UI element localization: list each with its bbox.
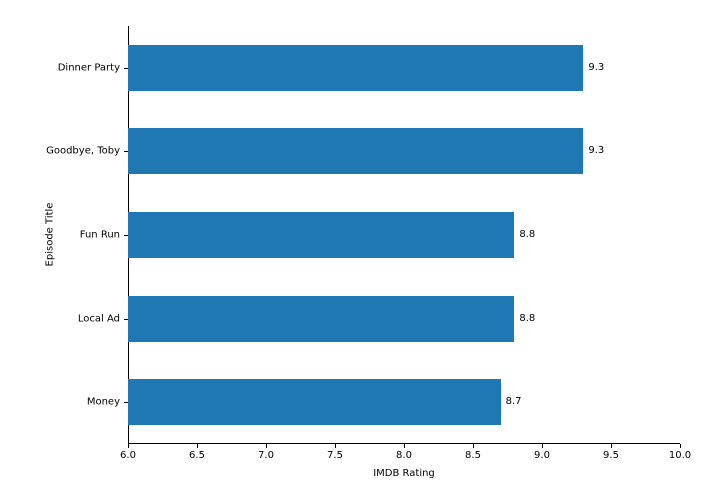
y-tick-label: Local Ad [78, 313, 120, 324]
x-tick-mark [197, 444, 198, 448]
x-tick-label: 9.0 [534, 450, 550, 461]
x-tick-label: 6.0 [120, 450, 136, 461]
x-tick-mark [128, 444, 129, 448]
bar-value-label: 9.3 [588, 145, 604, 156]
x-tick-label: 6.5 [189, 450, 205, 461]
y-tick-label: Goodbye, Toby [46, 146, 120, 157]
bar-value-label: 8.8 [519, 229, 535, 240]
x-tick-label: 8.0 [396, 450, 412, 461]
x-tick-mark [266, 444, 267, 448]
bar-value-label: 8.7 [506, 396, 522, 407]
x-tick-label: 7.5 [327, 450, 343, 461]
y-tick-label: Fun Run [80, 230, 120, 241]
y-tick-label: Dinner Party [58, 62, 120, 73]
x-tick-mark [680, 444, 681, 448]
bar [128, 128, 583, 174]
x-tick-mark [611, 444, 612, 448]
x-axis-label: IMDB Rating [373, 468, 435, 479]
y-tick-mark [124, 319, 128, 320]
x-tick-mark [542, 444, 543, 448]
bar-value-label: 9.3 [588, 62, 604, 73]
y-tick-mark [124, 235, 128, 236]
x-tick-label: 9.5 [603, 450, 619, 461]
x-tick-label: 7.0 [258, 450, 274, 461]
bar [128, 45, 583, 91]
bar-value-label: 8.8 [519, 313, 535, 324]
x-tick-label: 8.5 [465, 450, 481, 461]
bar [128, 379, 501, 425]
y-tick-mark [124, 402, 128, 403]
y-tick-mark [124, 151, 128, 152]
x-tick-mark [473, 444, 474, 448]
bar [128, 296, 514, 342]
bar [128, 212, 514, 258]
y-tick-label: Money [87, 397, 120, 408]
y-tick-mark [124, 68, 128, 69]
x-tick-mark [404, 444, 405, 448]
x-tick-label: 10.0 [669, 450, 691, 461]
x-tick-mark [335, 444, 336, 448]
chart-container: Episode Title IMDB Rating 9.3 Dinner Part… [0, 0, 720, 504]
y-axis-label: Episode Title [44, 203, 55, 267]
